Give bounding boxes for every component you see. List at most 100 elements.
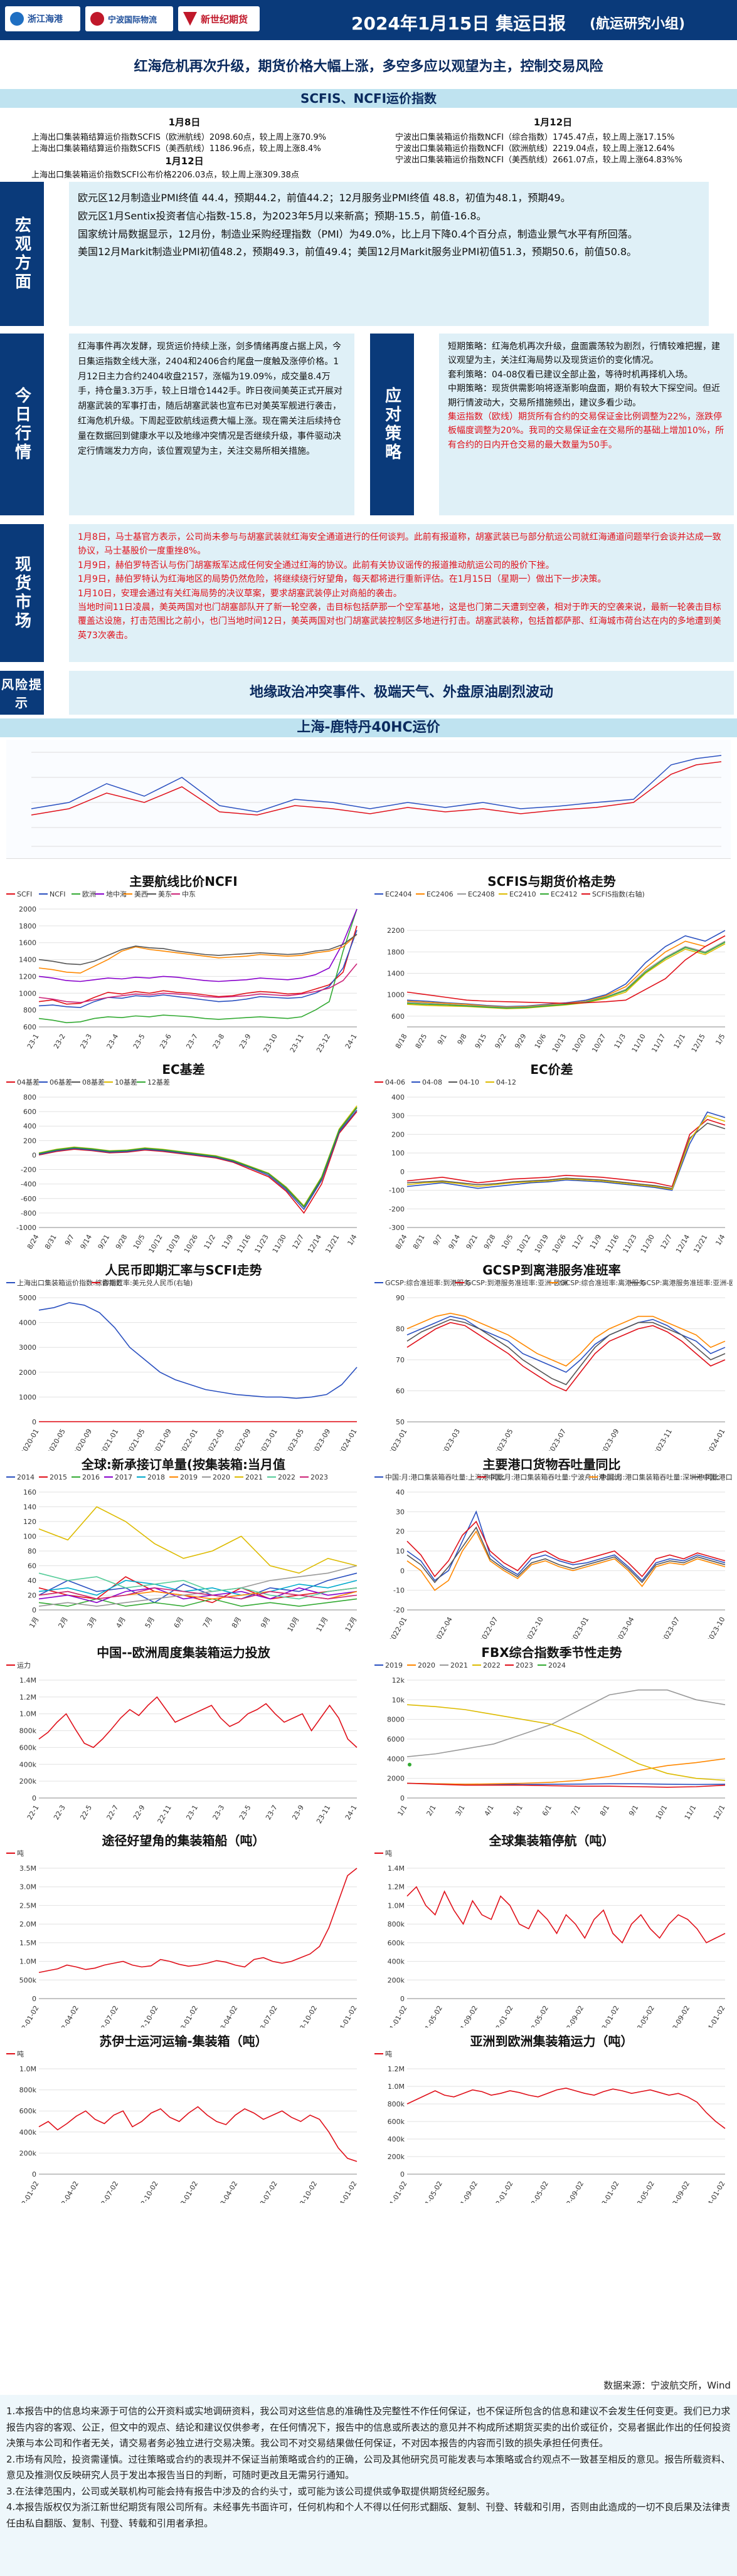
x-tick-label: 2022-09 [231,1427,252,1451]
series-line [406,1530,726,1591]
legend-label: EC2408 [468,890,495,898]
x-tick-label: 2022-01-02 [13,2180,40,2203]
x-tick-label: 11/17 [650,1033,667,1054]
x-tick-label: 2022-10-02 [132,2180,159,2203]
y-tick-label: 400k [19,2128,37,2137]
legend-label: 2019 [385,1661,403,1669]
y-tick-label: 4000 [19,1319,36,1327]
series-line [38,1107,358,1208]
y-tick-label: 600k [388,2118,405,2126]
legend-label: NCFI [50,890,65,898]
band-series-line [31,755,722,812]
market-line-1: 1月8日，马士基官方表示，公司尚未参与与胡塞武装就红海安全通道进行的任何谈判。此… [78,532,721,557]
x-tick-label: 10/5 [132,1233,147,1251]
x-tick-label: 6月 [172,1616,185,1629]
x-tick-label: 2023-05-02 [629,2180,656,2203]
y-tick-label: 0 [400,1567,405,1575]
line-chart: 运力 0 200k 400k 600k 800k 1.0M 1.2M 1.4M 22-1 22-3 2… [6,1661,359,1825]
x-tick-label: 23-10 [262,1033,279,1054]
x-tick-label: 2021-09-02 [452,2004,479,2027]
logo-new-century-futures: 新世纪期货 [178,6,260,31]
x-tick-label: 23-9 [238,1033,253,1050]
x-tick-label: 2022-04-02 [53,2180,80,2203]
x-tick-label: 23-7 [264,1804,279,1821]
y-tick-label: 40 [28,1577,36,1585]
y-tick-label: -200 [21,1166,36,1174]
y-tick-label: 800k [19,2086,37,2095]
x-tick-label: 9/21 [465,1233,480,1251]
x-tick-label: 2023-09-02 [664,2180,691,2203]
x-tick-label: 7月 [201,1616,214,1629]
legend-label: 04基差 [17,1078,40,1086]
strategy-arb: 套利策略：04-08仅看已建议全部止盈，等待时机再择机入场。 [448,369,693,380]
legend-label: 吨 [17,2050,24,2058]
legend-label: 2016 [82,1473,100,1481]
series-line [406,942,726,1009]
x-tick-label: 2023-03 [440,1427,462,1451]
series-line [406,1118,726,1187]
x-tick-label: 2023-01-02 [593,2180,620,2203]
y-tick-label: -20 [393,1606,405,1614]
legend-label: 2021 [450,1661,468,1669]
x-tick-label: 10/12 [516,1233,533,1254]
x-tick-label: 11月 [315,1616,330,1633]
x-tick-label: 2022-01 [178,1427,199,1451]
x-tick-label: 23-5 [238,1804,253,1821]
line-chart: EC2404 EC2406 EC2408 EC2410 EC2412 SCFIS指数(右轴… [374,890,727,1054]
x-tick-label: 2023-04-02 [212,2004,239,2027]
market-box: 1月8日，马士基官方表示，公司尚未参与与胡塞武装就红海安全通道进行的任何谈判。此… [69,524,734,662]
y-tick-label: 1200 [19,972,36,980]
x-tick-label: 5月 [144,1616,156,1629]
x-tick-label: 23-1 [184,1804,199,1821]
x-tick-label: 1/1 [396,1804,408,1817]
disclaimer-footer: 1.本报告中的信息均来源于可信的公开资料或实地调研资料，我公司对这些信息的准确性… [0,2395,737,2576]
y-tick-label: 140 [23,1503,36,1511]
x-tick-label: 23-11 [289,1033,305,1054]
x-tick-label: 9/14 [78,1233,93,1251]
x-tick-label: 2021-09 [152,1427,173,1451]
x-tick-label: 10月 [286,1616,301,1633]
series-line [38,1868,358,1974]
line-chart: 04-06 04-08 04-10 04-12 -300 -200 -100 0 100 200 3… [374,1078,727,1254]
legend-label: 2014 [17,1473,34,1481]
y-tick-label: -800 [21,1209,36,1217]
legend-label: 2020 [418,1661,435,1669]
x-tick-label: 22-1 [26,1804,41,1821]
macro-line-3: 国家统计局数据显示，12月份，制造业采购经理指数（PMI）为49.0%，比上月下… [78,228,638,240]
x-tick-label: 9/7 [63,1233,76,1247]
x-tick-label: 2022-07 [478,1616,499,1639]
index-left-date-2: 1月12日 [165,155,204,167]
y-tick-label: 200k [388,2153,405,2161]
series-line [38,930,358,1008]
y-tick-label: 50 [396,1418,405,1426]
x-tick-label: 10/1 [654,1804,669,1821]
x-tick-label: 23-2 [52,1033,67,1050]
line-chart: 04基差 06基差 08基差 10基差 12基差 -1000 -800 -600 -400 -20… [6,1078,359,1254]
y-tick-label: -300 [389,1224,405,1232]
series-line [38,1111,358,1214]
x-tick-label: 12/1 [712,1804,727,1821]
x-tick-label: 8/18 [394,1033,409,1050]
y-tick-label: 800 [23,1006,36,1014]
x-tick-label: 2022-09-02 [558,2180,585,2203]
series-line [38,963,358,1003]
x-tick-label: 2022-07-02 [93,2004,120,2027]
series-line [406,1510,726,1582]
y-tick-label: 3.5M [19,1864,36,1873]
x-tick-label: 2021-09-02 [452,2180,479,2203]
x-tick-label: 8/31 [411,1233,427,1251]
legend-label: 2022 [278,1473,295,1481]
x-tick-label: 23-3 [78,1033,93,1050]
x-tick-label: 2023-10 [705,1616,726,1639]
x-tick-label: 2023-01 [569,1616,590,1639]
series-line [406,1758,726,1785]
market-label: 现货市场 [0,524,44,662]
series-line [406,1315,726,1373]
risk-box: 地缘政治冲突事件、极端天气、外盘原油剧烈波动 [69,671,734,715]
x-tick-label: 9/1 [627,1804,640,1817]
legend-label: 中国:月:港口集装箱吞吐量:宁波舟山港:同比 [488,1473,622,1481]
series-line [406,1318,726,1385]
index-right-line-1: 宁波出口集装箱运价指数NCFI（综合指数）1745.47点，较上周上涨17.15… [395,133,675,142]
x-tick-label: 10/26 [551,1233,568,1254]
x-tick-label: 11/16 [235,1233,252,1254]
